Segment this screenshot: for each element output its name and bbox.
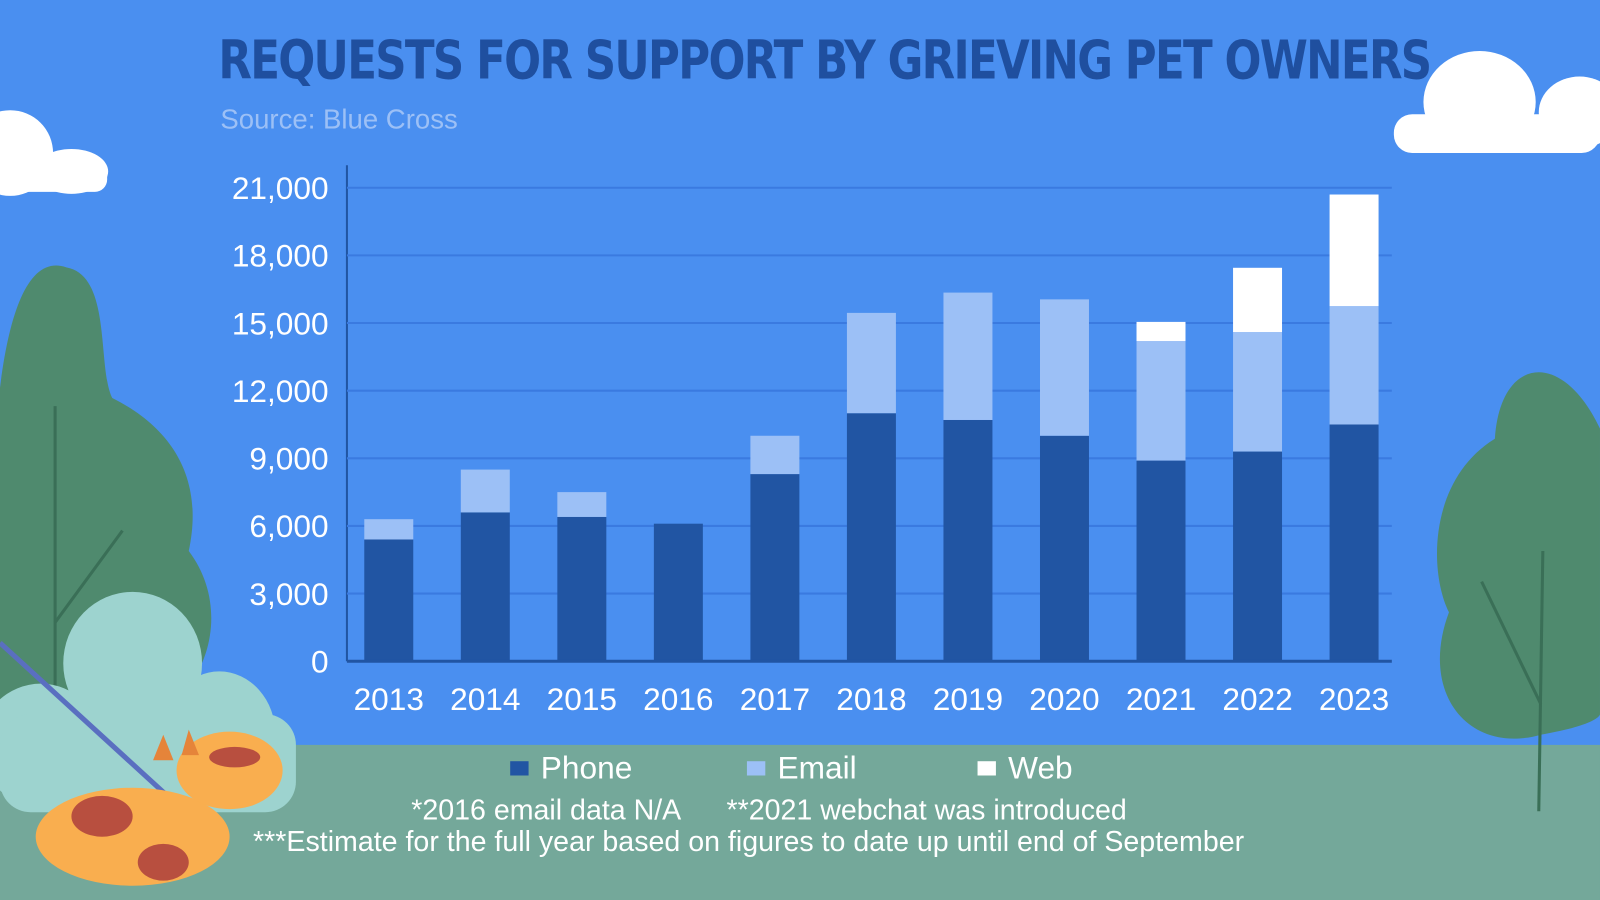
x-tick-label: 2023 bbox=[1319, 681, 1389, 717]
bar-email-2017 bbox=[750, 435, 800, 475]
bar-phone-2021 bbox=[1136, 460, 1186, 662]
bar-phone-2017 bbox=[750, 474, 800, 662]
x-tick-label: 2016 bbox=[643, 681, 713, 717]
note-2021: **2021 webchat was introduced bbox=[726, 793, 1127, 826]
bar-web-2022 bbox=[1233, 267, 1283, 333]
chart-title: REQUESTS FOR SUPPORT BY GRIEVING PET OWN… bbox=[218, 30, 1432, 92]
y-tick-label: 21,000 bbox=[232, 170, 329, 206]
bar-email-2014 bbox=[460, 469, 510, 513]
x-tick-label: 2017 bbox=[740, 681, 810, 717]
legend-swatch-email bbox=[746, 761, 766, 776]
cloud-right bbox=[1393, 51, 1600, 154]
x-tick-label: 2014 bbox=[450, 681, 520, 717]
legend-swatch-phone bbox=[510, 761, 529, 776]
legend-email: Email bbox=[746, 749, 857, 787]
y-tick-label: 15,000 bbox=[232, 305, 329, 341]
x-tick-label: 2021 bbox=[1126, 681, 1196, 717]
x-tick-label: 2022 bbox=[1222, 681, 1292, 717]
bar-email-2021 bbox=[1136, 341, 1186, 461]
bar-phone-2015 bbox=[557, 516, 607, 662]
x-tick-label: 2020 bbox=[1029, 681, 1099, 717]
bar-phone-2020 bbox=[1039, 435, 1089, 662]
y-tick-label: 12,000 bbox=[232, 373, 329, 409]
y-tick-label: 3,000 bbox=[249, 576, 328, 612]
bar-phone-2022 bbox=[1233, 451, 1283, 662]
bar-phone-2019 bbox=[943, 419, 993, 662]
bar-email-2015 bbox=[557, 492, 607, 517]
bar-phone-2016 bbox=[653, 523, 703, 662]
legend-label-email: Email bbox=[777, 749, 857, 786]
x-tick-label: 2019 bbox=[933, 681, 1003, 717]
bar-email-2020 bbox=[1039, 299, 1089, 436]
bar-email-2022 bbox=[1233, 332, 1283, 452]
bar-web-2021 bbox=[1136, 321, 1186, 342]
legend-label-phone: Phone bbox=[540, 749, 633, 786]
bar-phone-2023 bbox=[1329, 424, 1379, 662]
x-tick-label: 2013 bbox=[354, 681, 424, 717]
bar-email-2023 bbox=[1329, 306, 1379, 425]
legend-phone: Phone bbox=[510, 750, 632, 787]
x-tick-label: 2018 bbox=[836, 681, 906, 717]
bar-web-2023 bbox=[1329, 194, 1379, 307]
x-tick-label: 2015 bbox=[547, 681, 617, 717]
bar-phone-2014 bbox=[460, 512, 510, 662]
tree-right bbox=[1437, 372, 1600, 812]
legend-web: Web bbox=[977, 749, 1073, 787]
note-2016: *2016 email data N/A bbox=[411, 793, 682, 826]
bar-phone-2018 bbox=[846, 413, 896, 662]
y-tick-label: 0 bbox=[311, 643, 329, 679]
y-tick-label: 18,000 bbox=[232, 238, 329, 274]
legend-swatch-web bbox=[977, 761, 996, 776]
bar-email-2013 bbox=[364, 519, 414, 540]
chart-subtitle: Source: Blue Cross bbox=[220, 104, 458, 135]
bar-email-2019 bbox=[943, 292, 993, 420]
y-tick-label: 9,000 bbox=[249, 441, 328, 477]
bar-email-2018 bbox=[846, 312, 896, 414]
note-2023: ***Estimate for the full year based on f… bbox=[253, 825, 1245, 858]
legend-label-web: Web bbox=[1008, 749, 1073, 786]
cloud-left bbox=[0, 110, 109, 196]
y-tick-label: 6,000 bbox=[249, 508, 328, 544]
bar-phone-2013 bbox=[364, 539, 414, 662]
dog-illustration bbox=[0, 640, 283, 886]
